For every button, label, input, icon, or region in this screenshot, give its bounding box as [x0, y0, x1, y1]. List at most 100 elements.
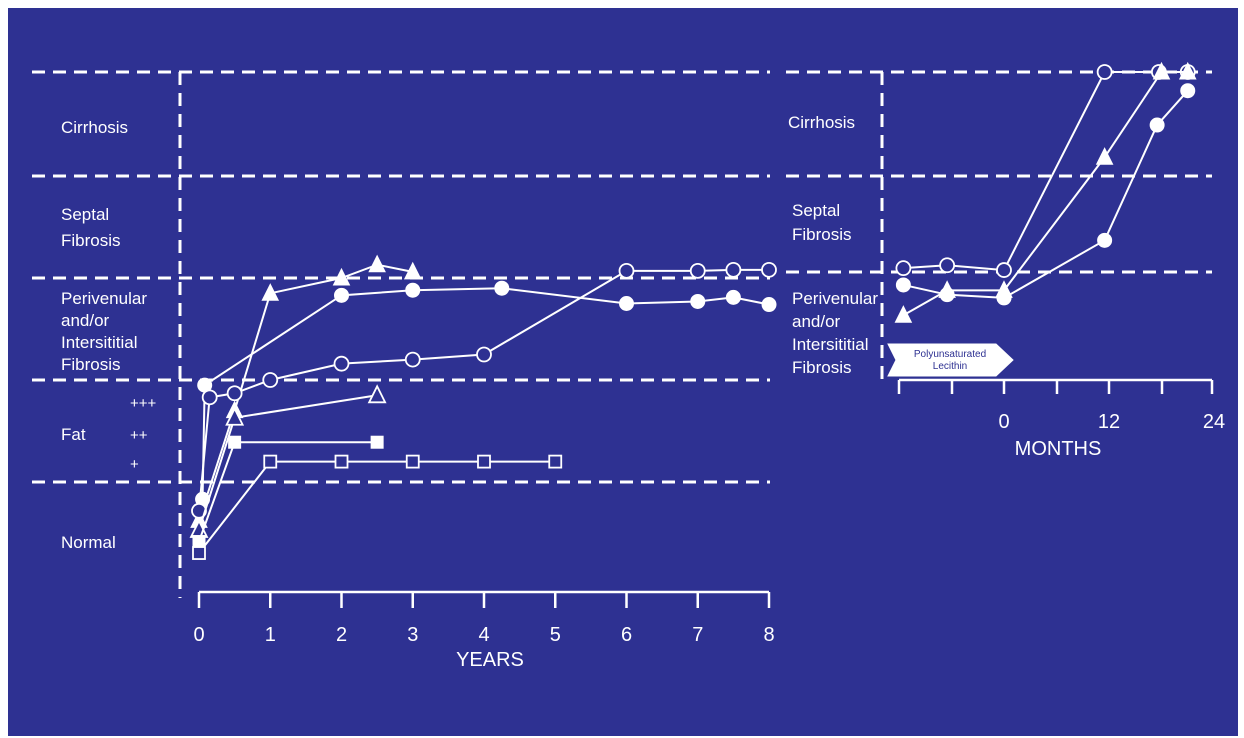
- left-series-group: [189, 254, 777, 560]
- data-point: [1097, 232, 1113, 248]
- fat-grade-label: +: [130, 456, 139, 473]
- category-label: Septal: [61, 205, 109, 224]
- data-point: [494, 280, 510, 296]
- data-point: [367, 384, 387, 404]
- category-label: Septal: [792, 201, 840, 220]
- data-point: [192, 546, 206, 560]
- series-line: [198, 268, 769, 511]
- chart-panel: Cirrhosis Septal Fibrosis Perivenular an…: [8, 8, 1238, 736]
- x-axis-label: MONTHS: [1015, 438, 1102, 460]
- category-label: Cirrhosis: [788, 113, 855, 132]
- arrow-icon: [887, 343, 1014, 377]
- data-point: [370, 435, 384, 449]
- data-point: [333, 355, 350, 372]
- data-point: [225, 406, 245, 426]
- data-point: [619, 296, 634, 311]
- data-point: [725, 261, 742, 278]
- data-point: [1149, 117, 1165, 133]
- right-chart: Cirrhosis Septal Fibrosis Perivenular an…: [786, 61, 1225, 460]
- category-label: Cirrhosis: [61, 118, 128, 137]
- left-chart: Cirrhosis Septal Fibrosis Perivenular an…: [32, 70, 777, 671]
- x-axis-label: YEARS: [456, 649, 524, 671]
- data-point: [332, 267, 351, 286]
- tick-label: 5: [550, 624, 561, 646]
- data-point: [895, 277, 911, 293]
- data-point: [548, 454, 563, 469]
- tick-label: 1: [265, 624, 276, 646]
- tick-label: 0: [998, 411, 1009, 433]
- category-label: Intersititial: [792, 335, 869, 354]
- category-label: Intersititial: [61, 333, 138, 352]
- data-point: [939, 287, 955, 303]
- data-point: [476, 346, 492, 363]
- data-point: [226, 385, 243, 402]
- category-label: and/or: [61, 311, 110, 330]
- tick-label: 6: [621, 624, 632, 646]
- data-point: [725, 289, 741, 305]
- category-label: Fibrosis: [792, 358, 852, 377]
- category-label: Fibrosis: [61, 355, 121, 374]
- data-point: [895, 260, 912, 277]
- tick-label: 2: [336, 624, 347, 646]
- chart-canvas: Cirrhosis Septal Fibrosis Perivenular an…: [32, 61, 1225, 671]
- tick-label: 7: [692, 624, 703, 646]
- data-point: [403, 261, 422, 280]
- data-point: [192, 535, 206, 549]
- data-point: [1180, 83, 1196, 99]
- data-point: [1152, 61, 1171, 80]
- fat-grade-label: +++: [130, 395, 157, 412]
- data-point: [996, 262, 1012, 278]
- data-point: [405, 282, 421, 298]
- series-line: [902, 71, 1188, 317]
- data-point: [894, 305, 913, 323]
- series-square-open: [192, 454, 563, 560]
- category-label: Perivenular: [61, 289, 147, 308]
- data-point: [334, 287, 349, 303]
- data-point: [405, 454, 420, 469]
- series-triangle-filled: [894, 61, 1197, 323]
- series-circle-open: [895, 64, 1196, 278]
- series-triangle-open: [189, 384, 387, 538]
- data-point: [996, 290, 1012, 306]
- data-point: [262, 372, 279, 388]
- category-label: Perivenular: [792, 289, 878, 308]
- annotation-text: Lecithin: [933, 361, 967, 372]
- tick-label: 24: [1203, 411, 1225, 433]
- category-label: Fibrosis: [792, 225, 852, 244]
- series-triangle-filled: [190, 254, 422, 528]
- tick-label: 4: [478, 624, 489, 646]
- annotation-text: Polyunsaturated: [914, 349, 986, 360]
- data-point: [201, 389, 218, 406]
- data-point: [404, 351, 421, 368]
- data-point: [368, 254, 386, 273]
- data-point: [761, 297, 777, 313]
- data-point: [690, 293, 706, 309]
- data-point: [939, 257, 956, 274]
- x-axis-ticks: 0 1 2 3 4 5 6 7 8: [193, 592, 775, 646]
- tick-label: 8: [763, 624, 774, 646]
- tick-label: 0: [193, 624, 204, 646]
- series-line: [903, 71, 1188, 272]
- series-line: [198, 460, 556, 554]
- tick-label: 3: [407, 624, 418, 646]
- series-line: [198, 263, 413, 521]
- data-point: [1096, 64, 1113, 80]
- category-label: and/or: [792, 312, 841, 331]
- x-axis-ticks: 0 12 24: [897, 380, 1225, 433]
- category-label: Fibrosis: [61, 231, 121, 250]
- series-line: [198, 441, 378, 542]
- data-point: [1095, 147, 1114, 165]
- right-series-group: [894, 61, 1197, 323]
- data-point: [618, 262, 635, 279]
- data-point: [477, 454, 491, 469]
- data-point: [334, 454, 349, 469]
- data-point: [228, 435, 242, 449]
- data-point: [761, 261, 777, 278]
- data-point: [1178, 61, 1197, 80]
- series-circle-open: [191, 261, 777, 519]
- lecithin-annotation: Polyunsaturated Lecithin: [887, 343, 1014, 377]
- series-line: [198, 394, 378, 531]
- tick-label: 12: [1098, 411, 1120, 433]
- series-circle-filled: [895, 83, 1196, 306]
- category-label: Normal: [61, 533, 116, 552]
